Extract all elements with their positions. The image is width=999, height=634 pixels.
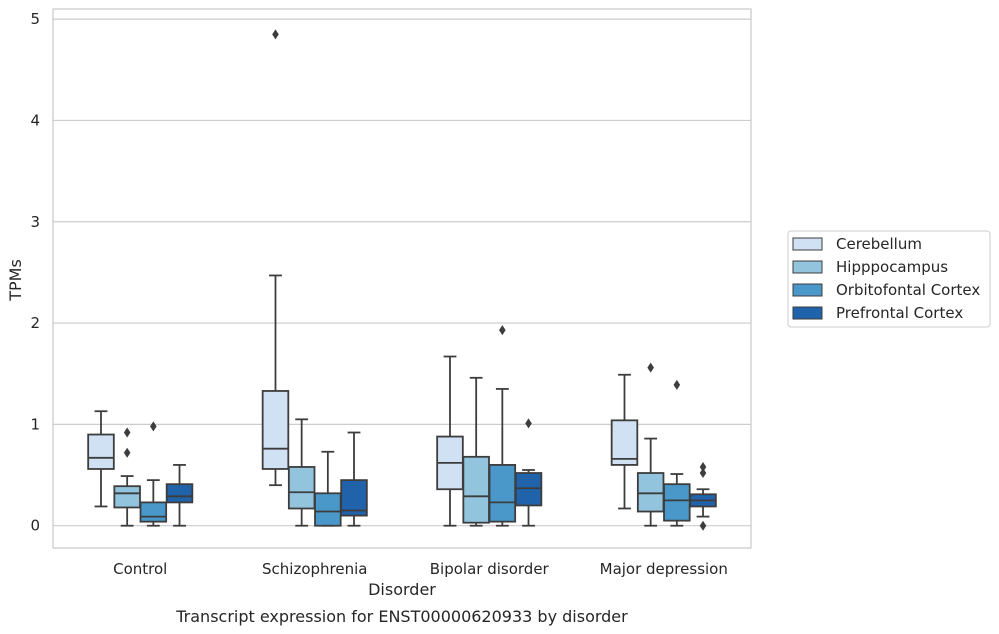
box-hipppocampus-major-depression — [636, 362, 665, 527]
outlier-point — [499, 325, 506, 336]
legend-label: Hipppocampus — [836, 258, 948, 276]
y-tick-label-5: 5 — [30, 10, 40, 28]
box-iqr — [663, 483, 691, 522]
outlier-point — [699, 520, 707, 531]
chart-caption: Transcript expression for ENST0000062093… — [175, 607, 628, 626]
box-iqr — [165, 483, 194, 504]
box-series — [87, 29, 717, 531]
box-hipppocampus-bipolar-disorder — [462, 376, 490, 527]
y-tick-label-0: 0 — [30, 517, 40, 535]
box-cerebellum-major-depression — [610, 373, 639, 510]
legend-item-orbitofontal-cortex: Orbitofontal Cortex — [792, 281, 980, 299]
box-prefrontal-cortex-control — [165, 464, 194, 527]
series-hipppocampus — [113, 362, 665, 527]
box-iqr — [314, 492, 342, 527]
box-orbitofontal-cortex-control — [139, 421, 168, 527]
box-cerebellum-bipolar-disorder — [436, 355, 464, 527]
box-orbitofontal-cortex-schizophrenia — [314, 450, 342, 527]
box-iqr — [488, 464, 517, 523]
outlier-point — [673, 379, 681, 390]
y-tick-label-1: 1 — [30, 415, 40, 433]
box-iqr — [636, 472, 665, 513]
y-tick-label-4: 4 — [30, 111, 40, 129]
plot-area-frame — [52, 8, 752, 549]
box-prefrontal-cortex-schizophrenia — [340, 431, 368, 527]
x-tick-label-schizophrenia: Schizophrenia — [262, 560, 367, 578]
legend-swatch — [792, 260, 823, 274]
outlier-point — [123, 447, 131, 458]
legend-swatch — [792, 283, 823, 297]
legend-frame — [787, 230, 991, 328]
box-cerebellum-schizophrenia — [261, 29, 290, 487]
x-tick-label-control: Control — [113, 560, 167, 578]
legend: Cerebellum Hipppocampus Orbitofontal Corte… — [787, 230, 991, 328]
series-cerebellum — [87, 29, 639, 527]
y-axis-title: TPMs — [6, 259, 25, 302]
legend-label: Cerebellum — [836, 235, 922, 253]
y-tick-label-2: 2 — [30, 314, 40, 332]
legend-label: Orbitofontal Cortex — [836, 281, 980, 299]
legend-item-prefrontal-cortex: Prefrontal Cortex — [792, 304, 963, 322]
box-iqr — [287, 466, 316, 510]
series-orbitofontal-cortex — [139, 325, 691, 527]
box-orbitofontal-cortex-major-depression — [663, 379, 691, 527]
x-axis-tick-labels: Control Schizophrenia Bipolar disorder Majo… — [113, 560, 728, 578]
legend-swatch — [792, 237, 823, 251]
series-prefrontal-cortex — [165, 418, 717, 531]
box-cerebellum-control — [87, 410, 115, 508]
box-iqr — [113, 485, 141, 509]
outlier-point — [699, 468, 707, 479]
box-prefrontal-cortex-bipolar-disorder — [514, 418, 543, 527]
gridlines — [53, 18, 751, 527]
box-iqr — [87, 433, 115, 470]
outlier-point — [647, 362, 654, 373]
box-orbitofontal-cortex-bipolar-disorder — [488, 325, 517, 527]
outlier-point — [272, 29, 279, 40]
outlier-point — [123, 427, 131, 438]
legend-item-hipppocampus: Hipppocampus — [792, 258, 948, 276]
legend-item-cerebellum: Cerebellum — [792, 235, 922, 253]
y-tick-label-3: 3 — [30, 213, 40, 231]
box-iqr — [610, 419, 639, 466]
outlier-point — [699, 461, 707, 472]
box-iqr — [462, 455, 490, 524]
y-axis-tick-labels: 0 1 2 3 4 5 — [30, 10, 40, 535]
box-iqr — [261, 390, 290, 470]
box-prefrontal-cortex-major-depression — [689, 461, 717, 531]
box-iqr — [514, 472, 543, 507]
box-iqr — [139, 501, 168, 523]
box-hipppocampus-schizophrenia — [287, 418, 316, 527]
x-tick-label-bipolar-disorder: Bipolar disorder — [430, 560, 550, 578]
legend-label: Prefrontal Cortex — [836, 304, 963, 322]
outlier-point — [525, 418, 532, 429]
box-hipppocampus-control — [113, 427, 141, 527]
x-axis-title: Disorder — [368, 580, 436, 599]
legend-swatch — [792, 306, 823, 320]
x-tick-label-major-depression: Major depression — [600, 560, 728, 578]
outlier-point — [150, 421, 157, 432]
